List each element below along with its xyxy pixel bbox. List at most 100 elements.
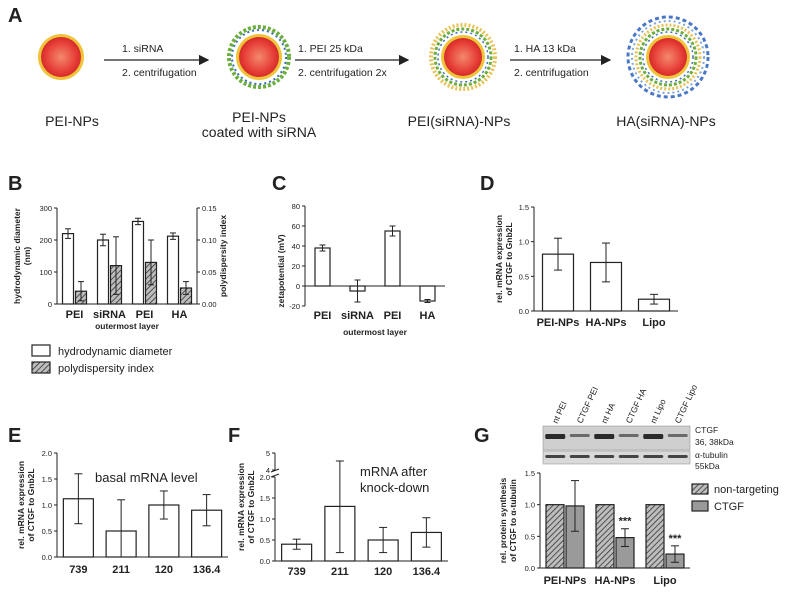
- b-ytick-label: 200: [39, 236, 52, 245]
- f-ytick-label: 5: [266, 449, 270, 458]
- e-ytick-label: 1.5: [42, 475, 52, 484]
- legend-swatch-hydrodynamic: [31, 344, 51, 357]
- b-y-axis-title-line-1: (nm): [22, 247, 32, 266]
- arrow-2-step-1: 1. PEI 25 kDa: [298, 43, 363, 55]
- panel-d-label: D: [480, 173, 494, 195]
- blot-tubulin-strip: [542, 450, 691, 465]
- f-y-axis-title-line-1: of CTGF to Gnb2L: [246, 470, 256, 543]
- blot-ctgf-band: [667, 434, 688, 437]
- d-y-axis-title-line-0: rel. mRNA expression: [494, 215, 504, 303]
- blot-lane-label: nt PEI: [550, 400, 569, 425]
- chart-g: 0.0 0.5 1.0 1.5 PEI-NPs *** HA-NPs *** Lipo rel. …: [498, 469, 690, 587]
- f-category-label: 120: [374, 566, 392, 578]
- panel-c-label: C: [272, 173, 286, 195]
- f-category-label: 739: [287, 566, 305, 578]
- b-category-label: HA: [172, 309, 188, 321]
- panel-e-label: E: [8, 425, 21, 447]
- panel-a-label: A: [8, 5, 22, 27]
- blot-tubulin-band: [594, 455, 615, 458]
- c-x-axis-title: outermost layer: [343, 327, 407, 337]
- e-y-axis-title: rel. mRNA expressionof CTGF to Gnb2L: [16, 461, 36, 549]
- b-y2tick-label: 0.05: [202, 268, 217, 277]
- arrow-1-step-1: 1. siRNA: [122, 43, 163, 55]
- g-bar-non-targeting: [645, 504, 665, 569]
- b-category-label: PEI: [136, 309, 154, 321]
- g-y-axis-title-line-1: of CTGF to α-tubulin: [508, 479, 518, 562]
- g-category-label: HA-NPs: [595, 575, 636, 587]
- blot-ctgf-band: [594, 434, 615, 439]
- blot-lane-label: nt HA: [599, 401, 617, 425]
- ha-sirna-np-graphic: [626, 15, 710, 99]
- e-annotation: basal mRNA level: [95, 470, 198, 485]
- b-category-label: PEI: [66, 309, 84, 321]
- siRNA-coated-np-graphic: [227, 25, 291, 89]
- g-bar-non-targeting: [545, 504, 565, 569]
- arrow-3-step-1: 1. HA 13 kDa: [514, 43, 576, 55]
- blot-ctgf-band: [569, 434, 590, 437]
- process-arrow-2: 1. PEI 25 kDa 2. centrifugation 2x: [295, 43, 410, 79]
- d-ytick-label: 1.5: [519, 203, 529, 212]
- legend-swatch-non-targeting: [691, 483, 709, 495]
- process-arrow-3: 1. HA 13 kDa 2. centrifugation: [510, 43, 612, 79]
- e-category-label: 120: [155, 564, 173, 576]
- legend-label-pdi: polydispersity index: [58, 363, 154, 375]
- e-y-axis-title-line-0: rel. mRNA expression: [16, 461, 26, 549]
- arrow-2-step-2: 2. centrifugation 2x: [298, 67, 387, 79]
- panel-b: B 0 100 200 300 0.00 0.05 0.10 0.15 PEI siRNA PEI H…: [8, 173, 228, 375]
- pei-sirna-np-graphic: [429, 23, 497, 91]
- c-bar: [419, 285, 436, 302]
- d-category-label: Lipo: [642, 317, 665, 329]
- blot-ctgf-band: [643, 434, 664, 439]
- f-annotation-line-1: knock-down: [360, 480, 429, 495]
- f-ytick-label: 0.5: [260, 536, 270, 545]
- blot-tubulin-band: [569, 455, 590, 458]
- np-label-pei-sirna: PEI(siRNA)-NPs: [408, 113, 511, 129]
- panel-g-label: G: [474, 425, 490, 447]
- d-category-label: HA-NPs: [586, 317, 627, 329]
- f-annotation: mRNA after knock-down: [360, 464, 429, 495]
- legend-label-ctgf: CTGF: [714, 501, 744, 513]
- d-y-axis-title: rel. mRNA expressionof CTGF to Gnb2L: [494, 215, 514, 303]
- blot-side-label: α-tubulin: [695, 450, 728, 460]
- c-bar: [384, 230, 401, 287]
- g-y-axis-title-line-0: rel. protein synthesis: [498, 477, 508, 563]
- g-bar-non-targeting: [595, 504, 615, 569]
- c-category-label: PEI: [384, 310, 402, 322]
- b-category-label: siRNA: [93, 309, 126, 321]
- f-y-axis-title: rel. mRNA expressionof CTGF to Gnb2L: [236, 463, 256, 551]
- panel-c: C -20 0 20 40 60 80 PEI siRNA PEI HA outermost lay…: [272, 173, 445, 337]
- chart-b: 0 100 200 300 0.00 0.05 0.10 0.15 PEI siRNA PEI HA o…: [12, 204, 228, 331]
- chart-g-legend: non-targeting CTGF: [691, 483, 779, 513]
- b-y2tick-label: 0.10: [202, 236, 217, 245]
- b-ytick-label: 300: [39, 204, 52, 213]
- blot-side-label: 55kDa: [695, 461, 720, 471]
- blot-tubulin-band: [643, 455, 664, 458]
- b-bar-diameter: [61, 233, 75, 305]
- blot-lane-label: CTGF HA: [623, 387, 648, 425]
- blot-side-label: 36, 38kDa: [695, 437, 734, 447]
- b-y2tick-label: 0.00: [202, 300, 217, 309]
- g-ytick-label: 1.5: [525, 469, 535, 478]
- e-ytick-label: 1.0: [42, 501, 52, 510]
- f-annotation-line-0: mRNA after: [360, 464, 428, 479]
- e-ytick-label: 0.0: [42, 553, 52, 562]
- e-category-label: 739: [69, 564, 87, 576]
- blot-lane-label: nt Lipo: [648, 397, 668, 425]
- c-y-axis-title: zetapotential (mV): [276, 234, 286, 307]
- g-ytick-label: 0.0: [525, 564, 535, 573]
- b-ytick-label: 0: [48, 300, 52, 309]
- b-x-axis-title: outermost layer: [95, 321, 159, 331]
- legend-swatch-ctgf: [691, 500, 709, 512]
- d-ytick-label: 0.0: [519, 307, 529, 316]
- g-y-axis-title: rel. protein synthesisof CTGF to α-tubul…: [498, 477, 518, 563]
- b-y2tick-label: 0.15: [202, 204, 217, 213]
- c-category-label: siRNA: [341, 310, 374, 322]
- panel-f: F 0.0 0.5 1.0 1.5 2.04 5 739 211 120 136.4 mRNA af…: [228, 425, 448, 578]
- legend-swatch-pdi: [31, 361, 51, 374]
- b-bar-diameter: [96, 239, 110, 305]
- np-label-pei-coated-1: PEI-NPs: [232, 109, 286, 125]
- b-y-axis-title-line-0: hydrodynamic diameter: [12, 207, 22, 304]
- f-ytick-label: 4: [266, 466, 270, 475]
